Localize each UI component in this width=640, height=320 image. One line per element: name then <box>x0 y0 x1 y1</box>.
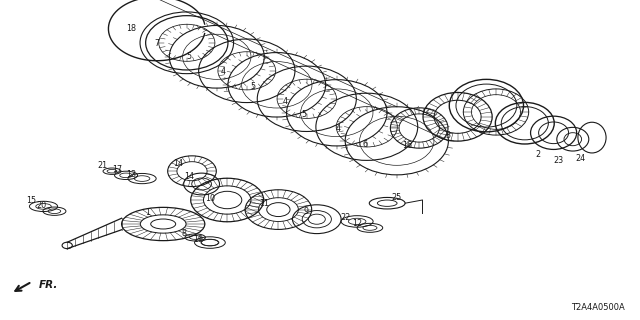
Text: 2: 2 <box>535 150 540 159</box>
Text: 7: 7 <box>154 39 159 48</box>
Text: 4: 4 <box>220 67 225 76</box>
Text: 8: 8 <box>182 229 187 238</box>
Text: 22: 22 <box>340 213 351 222</box>
Text: T2A4A0500A: T2A4A0500A <box>572 303 625 312</box>
Text: 18: 18 <box>126 24 136 33</box>
Text: 10: 10 <box>205 194 215 203</box>
Text: 16: 16 <box>402 141 412 150</box>
Text: 1: 1 <box>145 208 150 217</box>
Text: 5: 5 <box>186 52 191 61</box>
Text: 4: 4 <box>335 124 340 133</box>
Text: 9: 9 <box>303 207 308 216</box>
Text: 5: 5 <box>301 110 307 119</box>
Text: 14: 14 <box>184 172 194 181</box>
Text: 5: 5 <box>250 82 255 91</box>
Text: 13: 13 <box>126 170 136 179</box>
Text: 3: 3 <box>445 131 451 140</box>
Text: 15: 15 <box>26 196 36 205</box>
Text: 17: 17 <box>112 165 122 174</box>
Text: 23: 23 <box>553 156 563 164</box>
Text: 6: 6 <box>362 140 367 149</box>
Text: 11: 11 <box>259 199 269 208</box>
Text: 24: 24 <box>575 154 586 163</box>
Text: 25: 25 <box>392 193 402 202</box>
Text: 14: 14 <box>173 159 183 168</box>
Text: FR.: FR. <box>38 280 58 290</box>
Text: 4: 4 <box>282 97 287 106</box>
Text: 20: 20 <box>36 201 47 210</box>
Text: 19: 19 <box>193 235 204 244</box>
Text: 21: 21 <box>97 161 108 170</box>
Text: 12: 12 <box>352 220 362 228</box>
